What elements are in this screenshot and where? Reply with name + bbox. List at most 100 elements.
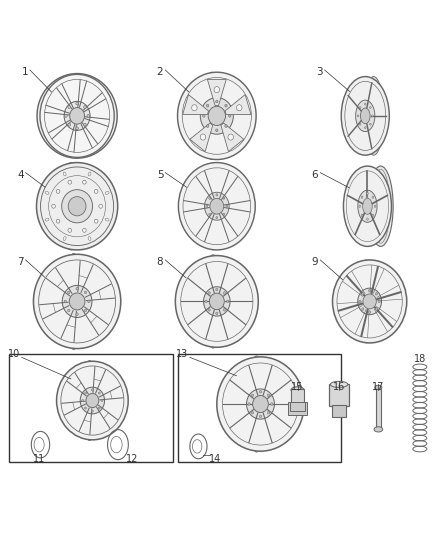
Ellipse shape: [368, 311, 371, 313]
Ellipse shape: [205, 192, 229, 220]
Ellipse shape: [251, 411, 254, 414]
Ellipse shape: [87, 115, 89, 117]
Ellipse shape: [33, 254, 121, 349]
Ellipse shape: [341, 77, 389, 155]
Text: 15: 15: [291, 382, 304, 392]
Bar: [288, 402, 307, 415]
Text: 4: 4: [17, 170, 24, 180]
Ellipse shape: [76, 287, 78, 290]
Ellipse shape: [367, 218, 368, 220]
Ellipse shape: [375, 293, 378, 295]
Ellipse shape: [64, 74, 83, 158]
Ellipse shape: [68, 228, 72, 232]
Ellipse shape: [359, 123, 361, 125]
Ellipse shape: [68, 106, 71, 109]
Text: 2: 2: [157, 67, 163, 77]
Ellipse shape: [226, 205, 228, 207]
Ellipse shape: [358, 190, 377, 222]
Bar: [177, 354, 341, 462]
Ellipse shape: [206, 104, 209, 107]
Text: 6: 6: [312, 170, 318, 180]
Ellipse shape: [105, 191, 109, 195]
Text: 3: 3: [316, 67, 323, 77]
Ellipse shape: [206, 205, 208, 207]
Ellipse shape: [99, 204, 102, 208]
Ellipse shape: [178, 163, 255, 250]
Ellipse shape: [228, 134, 233, 140]
Ellipse shape: [92, 410, 93, 412]
Ellipse shape: [259, 415, 261, 417]
Ellipse shape: [259, 391, 261, 393]
Ellipse shape: [359, 300, 361, 303]
Ellipse shape: [76, 127, 78, 130]
Ellipse shape: [267, 394, 270, 397]
Ellipse shape: [225, 125, 227, 127]
Ellipse shape: [370, 123, 371, 125]
Ellipse shape: [177, 72, 256, 159]
Ellipse shape: [330, 381, 348, 387]
Ellipse shape: [82, 399, 84, 402]
Ellipse shape: [358, 288, 381, 314]
Ellipse shape: [36, 163, 118, 250]
Ellipse shape: [76, 313, 78, 316]
Ellipse shape: [216, 216, 218, 219]
Text: 18: 18: [414, 354, 426, 364]
Text: 7: 7: [17, 257, 24, 267]
Ellipse shape: [209, 213, 211, 215]
Ellipse shape: [253, 395, 268, 413]
Ellipse shape: [217, 357, 304, 451]
Text: 8: 8: [157, 257, 163, 267]
Ellipse shape: [237, 104, 242, 111]
Ellipse shape: [223, 197, 225, 199]
Ellipse shape: [65, 115, 67, 117]
Ellipse shape: [204, 287, 230, 316]
Bar: [329, 384, 349, 406]
Ellipse shape: [356, 100, 375, 132]
Ellipse shape: [216, 194, 218, 196]
Ellipse shape: [209, 293, 224, 310]
Ellipse shape: [62, 285, 92, 318]
Polygon shape: [190, 123, 213, 151]
Ellipse shape: [70, 108, 85, 124]
Bar: [376, 389, 381, 428]
Ellipse shape: [267, 411, 270, 414]
Text: 10: 10: [8, 349, 20, 359]
Ellipse shape: [56, 189, 60, 193]
Ellipse shape: [360, 108, 370, 124]
Ellipse shape: [374, 205, 376, 207]
Ellipse shape: [80, 387, 105, 414]
Text: 17: 17: [372, 382, 385, 392]
Ellipse shape: [105, 218, 109, 221]
Ellipse shape: [85, 407, 87, 409]
Ellipse shape: [98, 392, 100, 394]
Ellipse shape: [248, 403, 251, 405]
Ellipse shape: [45, 191, 49, 195]
Ellipse shape: [200, 134, 206, 140]
Polygon shape: [221, 123, 244, 151]
Text: 1: 1: [21, 67, 28, 77]
Ellipse shape: [363, 198, 372, 214]
Ellipse shape: [206, 125, 209, 127]
Ellipse shape: [370, 107, 371, 109]
Ellipse shape: [68, 180, 72, 184]
Text: 14: 14: [208, 454, 221, 464]
Ellipse shape: [64, 101, 90, 131]
Ellipse shape: [229, 115, 231, 117]
Ellipse shape: [67, 309, 70, 312]
Ellipse shape: [69, 293, 85, 310]
Ellipse shape: [82, 228, 86, 232]
Ellipse shape: [84, 309, 87, 312]
Ellipse shape: [332, 260, 407, 343]
Ellipse shape: [374, 427, 383, 432]
Ellipse shape: [271, 403, 273, 405]
Ellipse shape: [291, 387, 304, 393]
Ellipse shape: [92, 389, 93, 391]
Ellipse shape: [66, 253, 81, 350]
Ellipse shape: [375, 308, 378, 310]
Text: 16: 16: [333, 382, 345, 392]
Ellipse shape: [40, 75, 114, 157]
Ellipse shape: [57, 163, 85, 250]
Ellipse shape: [84, 123, 86, 126]
Ellipse shape: [223, 213, 225, 215]
Ellipse shape: [88, 172, 91, 176]
